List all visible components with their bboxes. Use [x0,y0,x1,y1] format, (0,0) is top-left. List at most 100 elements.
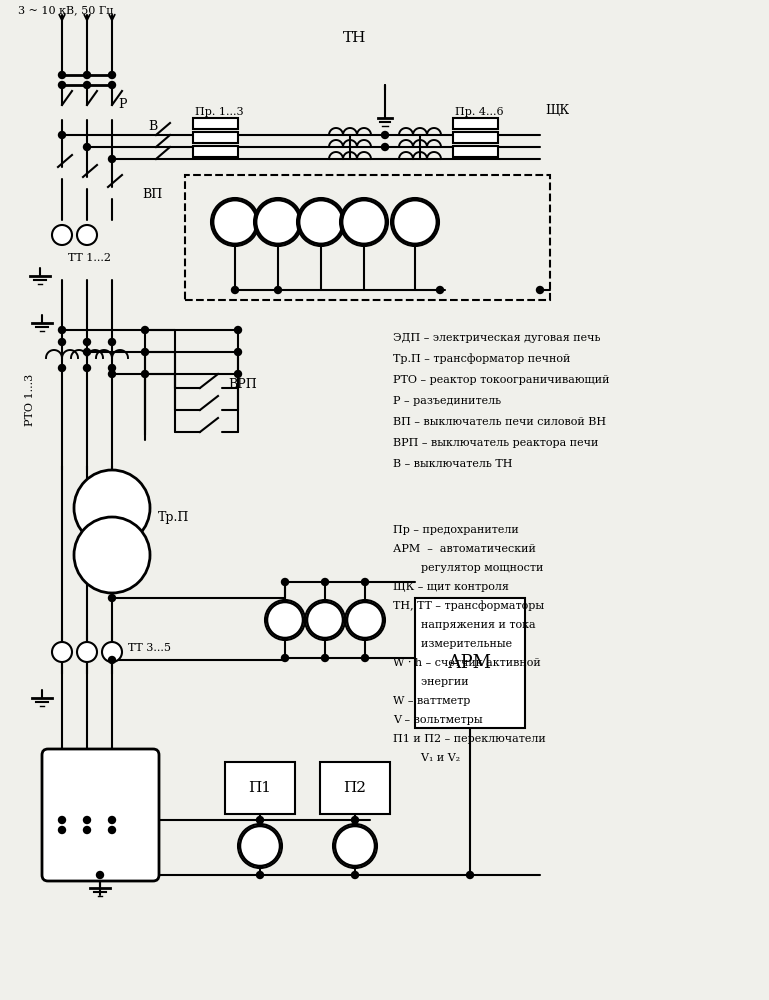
Circle shape [84,338,91,346]
Text: Пр. 1...3: Пр. 1...3 [195,107,244,117]
Text: Тр.П: Тр.П [158,512,189,524]
Text: ЭДП – электрическая дуговая печь: ЭДП – электрическая дуговая печь [393,333,601,343]
Circle shape [77,642,97,662]
Circle shape [141,370,148,377]
Text: A: A [229,215,239,229]
Circle shape [307,602,343,638]
Text: A: A [359,613,368,626]
Text: V – вольтметры: V – вольтметры [393,715,483,725]
Circle shape [84,826,91,834]
Circle shape [108,155,115,162]
Circle shape [108,370,115,377]
Circle shape [58,82,65,89]
FancyBboxPatch shape [42,749,159,881]
Text: ТН: ТН [343,31,367,45]
Circle shape [256,200,300,244]
Text: ВП: ВП [142,188,162,202]
Circle shape [381,143,388,150]
Circle shape [108,826,115,834]
Circle shape [74,470,150,546]
Text: 3: 3 [291,607,296,615]
Text: П1 и П2 – переключатели: П1 и П2 – переключатели [393,734,546,744]
Circle shape [381,131,388,138]
Text: регулятор мощности: регулятор мощности [393,563,544,573]
Text: W · h – счетчик активной: W · h – счетчик активной [393,658,541,668]
Text: 4: 4 [330,607,336,615]
Bar [453,132,498,143]
Circle shape [84,349,91,356]
Circle shape [108,364,115,371]
Circle shape [102,642,122,662]
Text: ВРП – выключатель реактора печи: ВРП – выключатель реактора печи [393,438,598,448]
Text: W: W [356,215,370,229]
Text: W – ваттметр: W – ваттметр [393,696,471,706]
Text: ЭДП: ЭДП [83,766,117,780]
Circle shape [108,72,115,79]
Text: П1: П1 [248,781,271,795]
Circle shape [257,871,264,879]
Circle shape [58,826,65,834]
Bar [225,762,295,814]
Text: A: A [272,215,282,229]
Text: П2: П2 [344,781,367,795]
Bar [193,118,238,129]
Circle shape [108,816,115,824]
Circle shape [231,286,238,294]
Circle shape [84,143,91,150]
Text: ТТ 3...5: ТТ 3...5 [128,643,171,653]
Text: A: A [319,613,328,626]
Circle shape [321,654,328,662]
Circle shape [321,578,328,585]
Bar [415,598,525,728]
Circle shape [257,816,264,824]
Text: АРМ  –  автоматический: АРМ – автоматический [393,544,536,554]
Text: РТО – реактор токоограничивающий: РТО – реактор токоограничивающий [393,375,610,385]
Circle shape [361,654,368,662]
Text: ТТ 1...2: ТТ 1...2 [68,253,111,263]
Bar [453,146,498,157]
Text: Y/Δ: Y/Δ [102,502,123,514]
Circle shape [108,338,115,346]
Text: АРМ: АРМ [448,654,492,672]
Circle shape [58,364,65,371]
Circle shape [58,326,65,334]
Circle shape [58,338,65,346]
Bar [453,118,498,129]
Circle shape [84,72,91,79]
Text: 2: 2 [361,832,367,840]
Circle shape [351,871,358,879]
Text: V: V [255,840,264,852]
Circle shape [240,826,280,866]
Text: V₁ и V₂: V₁ и V₂ [393,753,460,763]
Text: измерительные: измерительные [393,639,512,649]
Text: Пр. 4...6: Пр. 4...6 [455,107,504,117]
Circle shape [437,286,444,294]
Text: Пр – предохранители: Пр – предохранители [393,525,519,535]
Bar [193,146,238,157]
Circle shape [52,642,72,662]
Circle shape [467,871,474,879]
Bar [185,175,550,300]
Circle shape [58,816,65,824]
Text: V: V [315,215,325,229]
Text: ЩК: ЩК [545,104,569,116]
Circle shape [235,370,241,377]
Text: V: V [349,840,358,852]
Text: энергии: энергии [393,677,468,687]
Text: W·h: W·h [404,218,425,227]
Circle shape [58,131,65,138]
Text: ВП – выключатель печи силовой ВН: ВП – выключатель печи силовой ВН [393,417,606,427]
Text: Δ: Δ [107,548,117,562]
Circle shape [335,826,375,866]
Circle shape [77,225,97,245]
Circle shape [299,200,343,244]
Bar [320,762,390,814]
Circle shape [84,816,91,824]
Circle shape [361,578,368,585]
Text: В: В [148,120,157,133]
Text: ЩК – щит контроля: ЩК – щит контроля [393,582,509,592]
Text: 3 ~ 10 кВ, 50 Гц: 3 ~ 10 кВ, 50 Гц [18,5,113,15]
Bar [193,132,238,143]
Text: ТН, ТТ – трансформаторы: ТН, ТТ – трансформаторы [393,601,544,611]
Text: 1: 1 [241,208,247,217]
